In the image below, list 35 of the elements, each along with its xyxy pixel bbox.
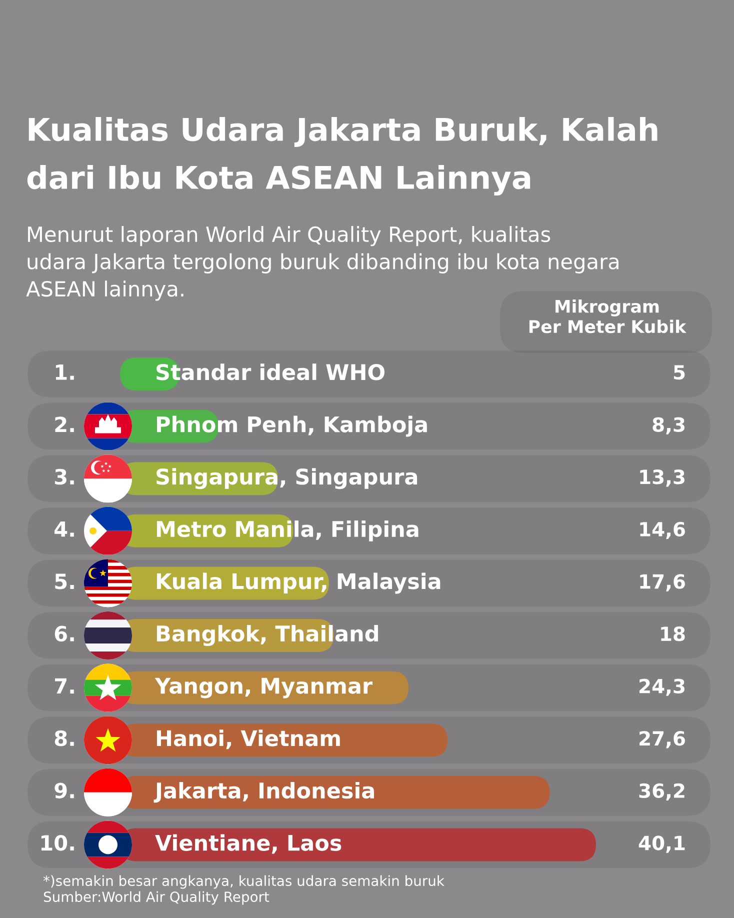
text: 9. — [54, 782, 74, 798]
data-label: 13,3 — [640, 470, 684, 487]
text: 10. — [41, 834, 74, 851]
data-label: 5 — [674, 365, 685, 380]
text: *)semakin besar angkanya, kualitas udara semakin buruk — [43, 875, 444, 889]
y-tick-label: Vientiane, Laos — [155, 834, 342, 854]
text: 2. — [55, 416, 74, 432]
data-label: 14,6 — [640, 522, 685, 540]
y-tick-label: Hanoi, Vietnam — [156, 730, 340, 750]
data-label: 8,3 — [652, 417, 684, 434]
y-tick-label: Metro Manila, Filipina — [156, 520, 418, 542]
text: 5. — [55, 574, 74, 590]
y-tick-label: Bangkok, Thailand — [156, 625, 378, 646]
data-label: 18 — [661, 626, 685, 642]
text: 1. — [56, 364, 74, 380]
y-tick-label: Kuala Lumpur, Malaysia — [156, 572, 440, 594]
y-tick-label: Singapura, Singapura — [156, 468, 418, 490]
chart-title: Kualitas Udara Jakarta Buruk, Kalah dari Ibu Kota ASEAN Lainnya — [27, 117, 658, 196]
data-label: 40,1 — [638, 836, 685, 853]
data-label: 27,6 — [640, 731, 685, 748]
text: 4. — [54, 521, 74, 537]
text: 8. — [54, 730, 74, 746]
y-tick-label: Standar ideal WHO — [156, 364, 384, 380]
text: 7. — [54, 678, 74, 694]
y-tick-label: Phnom Penh, Kamboja — [156, 416, 427, 437]
chart-subtitle: Menurut laporan World Air Quality Report, kualitas udara Jakarta tergolong buruk dibanding ibu kota negara ASEAN lainnya. — [26, 226, 618, 301]
x-axis-title: Mikrogram Per Meter Kubik — [529, 299, 686, 334]
text: 6. — [54, 626, 74, 642]
y-tick-label: Jakarta, Indonesia — [154, 782, 374, 803]
text: Sumber:World Air Quality Report — [44, 891, 270, 905]
data-label: 17,6 — [640, 574, 685, 592]
data-label: 24,3 — [640, 678, 684, 696]
data-label: 36,2 — [639, 783, 684, 801]
y-tick-label: Yangon, Myanmar — [154, 678, 372, 698]
text: 3. — [54, 468, 74, 485]
